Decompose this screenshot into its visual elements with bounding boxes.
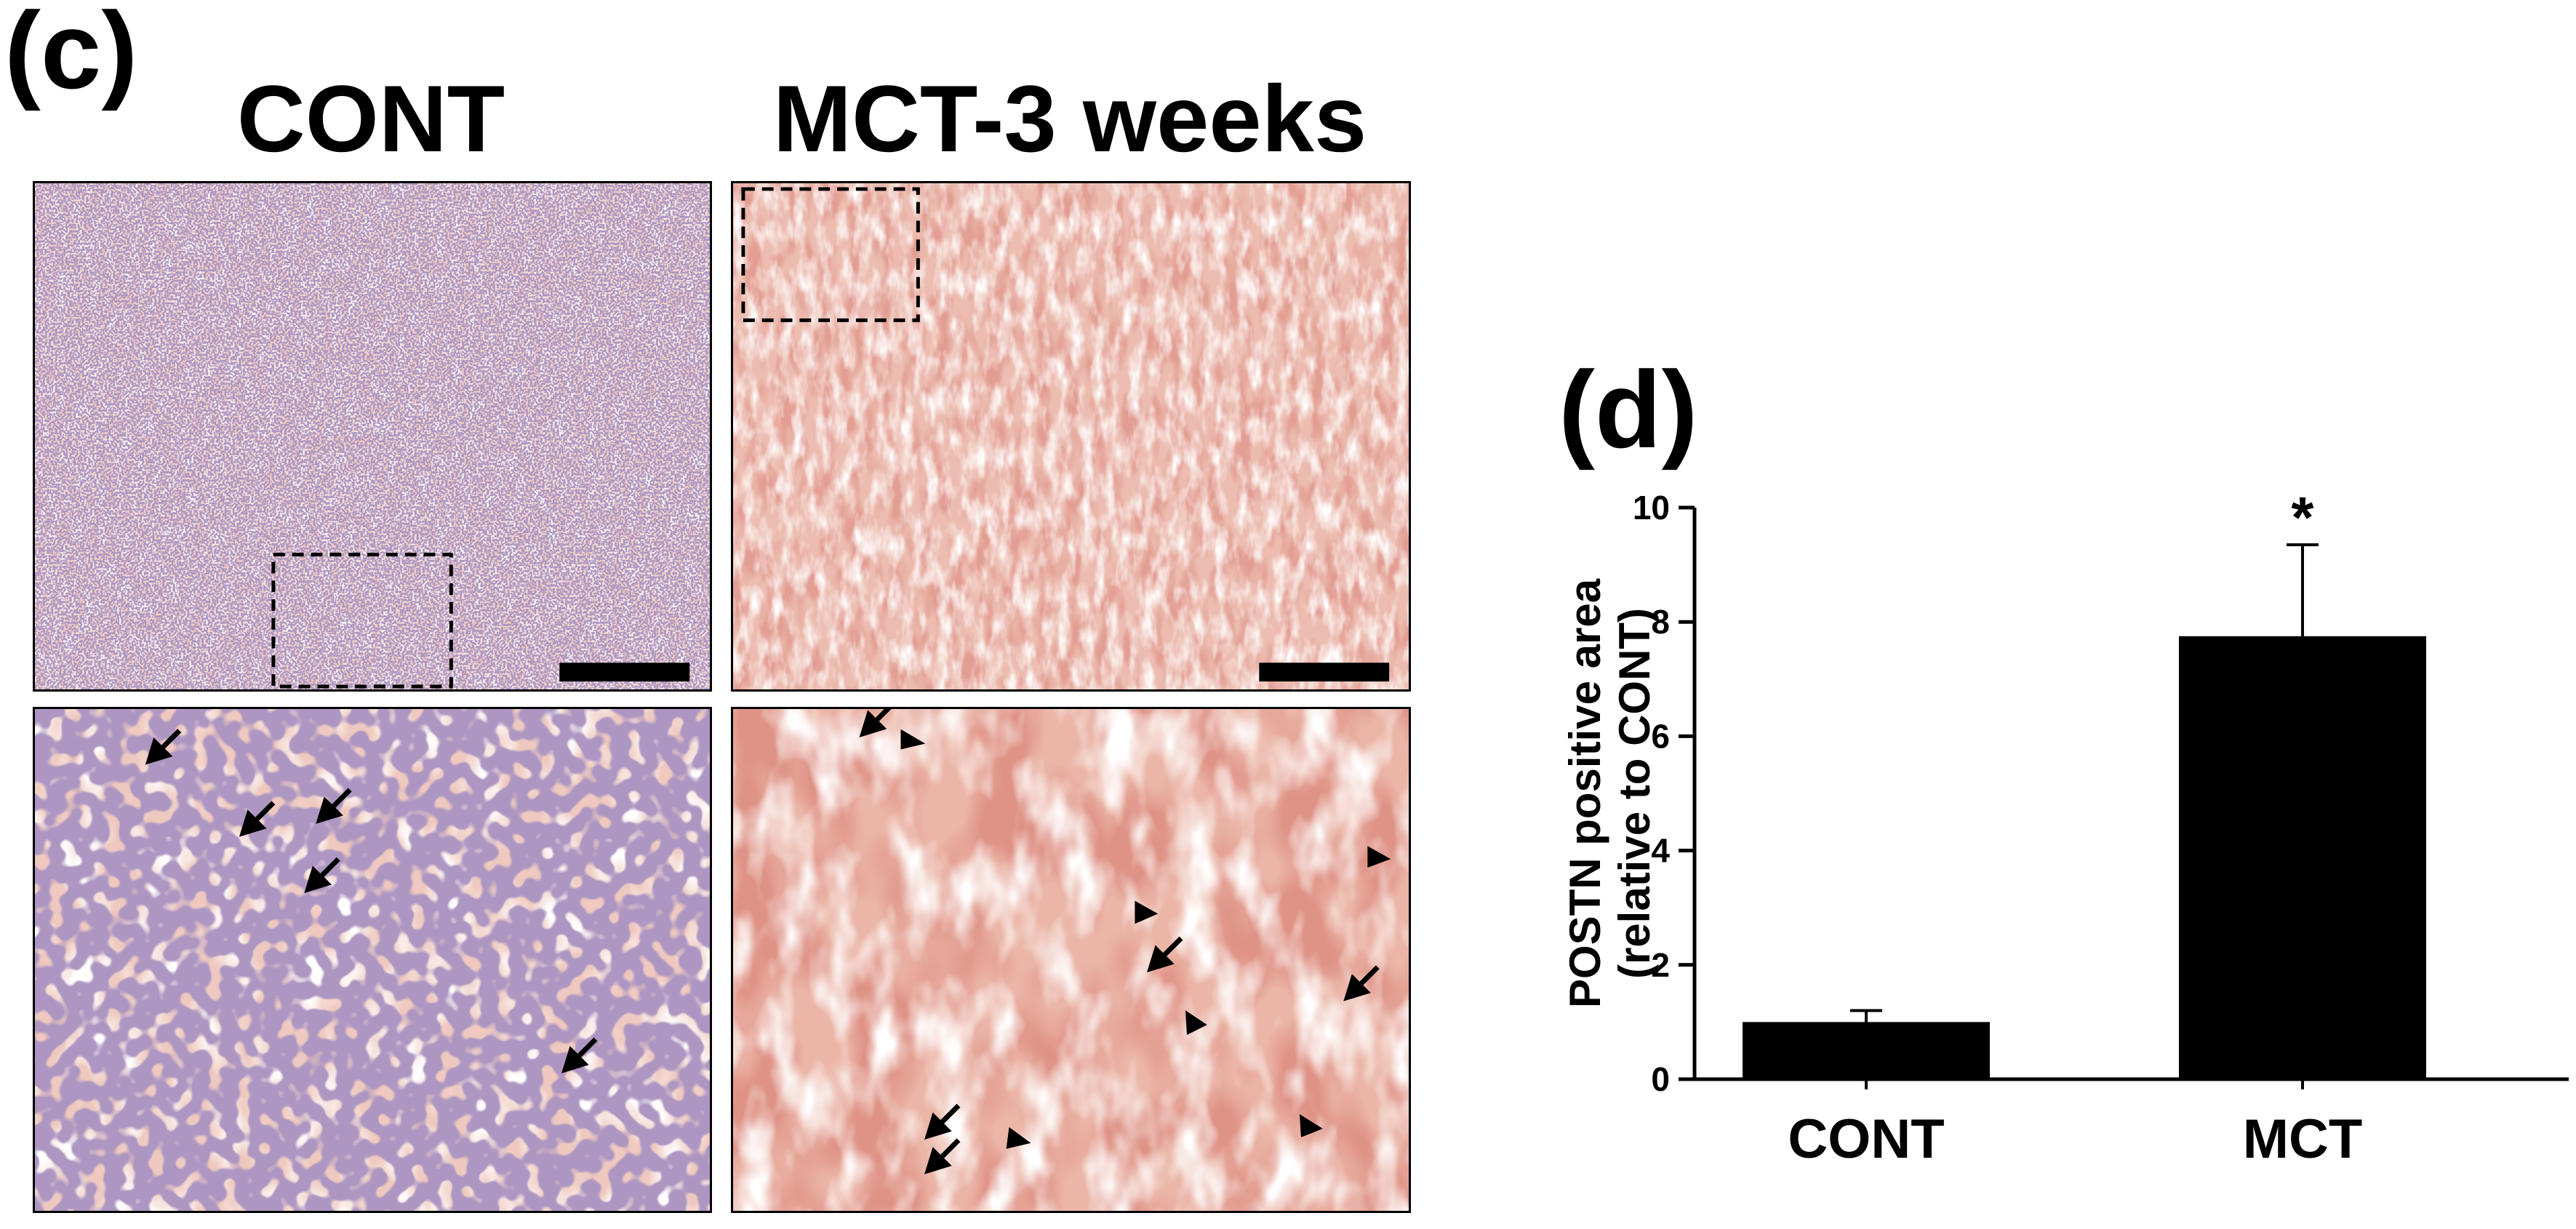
micrograph-cont-high-magnification <box>33 707 712 1213</box>
y-tick-label-0: 0 <box>1651 1060 1670 1098</box>
y-axis-label: POSTN positive area (relative to CONT) <box>1564 578 1659 1008</box>
scale-bar <box>559 662 690 682</box>
zoom-region-box <box>271 553 453 689</box>
micrograph-mct-high-magnification <box>731 707 1411 1213</box>
y-tick-label-4: 8 <box>1651 603 1670 641</box>
arrow-markers <box>859 709 1380 1174</box>
y-axis-label-line-1: (relative to CONT) <box>1610 608 1659 979</box>
micrograph-cont-low-magnification <box>33 181 712 692</box>
arrow-markers <box>145 729 598 1073</box>
y-axis-label-line-0: POSTN positive area <box>1564 578 1609 1008</box>
column-title-cont: CONT <box>236 65 505 172</box>
bar-cont <box>1743 1022 1990 1079</box>
y-tick-label-2: 4 <box>1651 832 1670 870</box>
scale-bar <box>1259 662 1390 682</box>
micrograph-mct-low-magnification <box>731 181 1411 692</box>
y-tick-label-5: 10 <box>1633 489 1670 527</box>
y-tick-label-3: 6 <box>1651 717 1670 755</box>
x-category-label-cont: CONT <box>1788 1108 1944 1170</box>
x-axis-categories: CONT MCT <box>1788 1079 2362 1170</box>
arrowhead-markers <box>900 729 1391 1149</box>
panel-d-label: (d) <box>1559 348 1698 471</box>
y-axis-ticks: 0 2 4 6 8 10 <box>1633 489 1695 1098</box>
column-title-mct: MCT-3 weeks <box>772 65 1367 172</box>
bar-chart-postn: POSTN positive area (relative to CONT) 0 2… <box>1564 451 2576 1229</box>
bars: * <box>1743 485 2426 1079</box>
x-category-label-mct: MCT <box>2243 1108 2363 1170</box>
zoom-region-box <box>741 187 920 322</box>
y-tick-label-1: 2 <box>1651 946 1670 984</box>
significance-marker-mct: * <box>2291 485 2314 550</box>
panel-c-label: (c) <box>4 0 138 111</box>
bar-mct <box>2179 636 2426 1079</box>
